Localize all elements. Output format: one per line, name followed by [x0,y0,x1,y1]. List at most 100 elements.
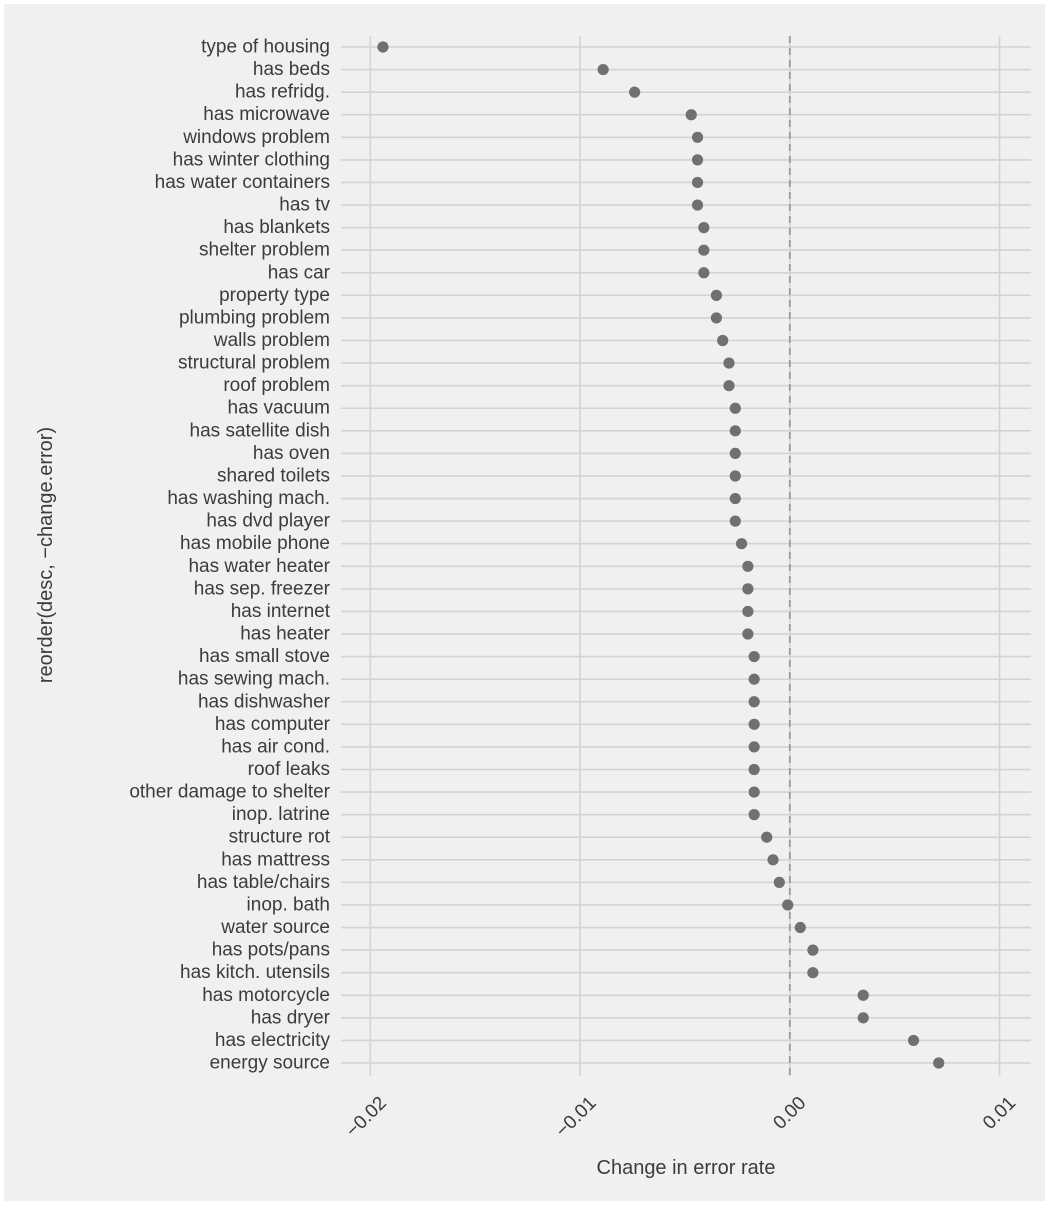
y-tick-label: has tv [279,195,330,216]
y-tick-label: has motorcycle [202,985,330,1006]
data-point [748,741,760,753]
data-point [857,1012,869,1024]
data-point [761,831,773,843]
y-tick-label: type of housing [201,37,330,58]
y-tick-label: has beds [253,59,330,80]
x-axis-title: Change in error rate [597,1157,776,1179]
data-point [735,538,748,550]
data-point [629,86,641,98]
y-tick-label: walls problem [213,330,330,351]
y-tick-label: has water heater [188,556,330,577]
y-tick-label: plumbing problem [179,307,330,328]
y-tick-label: has satellite dish [190,420,330,441]
data-point [729,425,741,437]
data-point [723,380,735,392]
y-tick-label: inop. bath [247,894,330,915]
y-tick-label: has table/chairs [197,872,330,893]
y-tick-label: roof problem [223,375,330,396]
y-tick-label: has winter clothing [173,149,330,170]
y-tick-label: shared toilets [217,465,330,486]
y-tick-label: has refridg. [235,82,330,103]
data-point [717,334,729,347]
y-tick-label: has washing mach. [167,488,330,509]
y-tick-label: has dvd player [206,511,330,532]
grid-layer [341,36,1031,1076]
data-point [723,357,735,369]
data-point [767,854,779,866]
data-point [691,131,704,143]
y-tick-label: has kitch. utensils [180,962,330,983]
y-tick-label: has vacuum [228,398,330,419]
y-tick-label: has blankets [223,217,330,238]
data-point [773,876,785,888]
y-tick-label: has dishwasher [198,691,331,712]
y-tick-label: has sep. freezer [194,578,331,599]
y-tick-label: has mobile phone [180,533,330,554]
y-tick-label: shelter problem [199,240,330,261]
y-tick-label: has water containers [155,172,330,193]
data-point [710,312,723,324]
y-tick-label: water source [220,917,330,938]
data-point [748,763,760,776]
data-point [748,673,760,685]
y-axis-title: reorder(desc, −change.error) [35,427,57,683]
data-point [698,244,710,256]
data-point [933,1057,945,1069]
data-point [742,583,754,595]
y-tick-label: has small stove [199,646,330,667]
y-tick-label: has pots/pans [212,940,330,961]
data-point [597,63,609,76]
y-tick-label: has dryer [251,1007,331,1028]
data-point [742,628,754,640]
data-point [907,1034,920,1047]
y-tick-label: has heater [240,624,330,645]
y-tick-label: energy source [210,1053,330,1074]
data-point [857,989,869,1001]
y-tick-label: has mattress [221,849,330,870]
y-tick-label: has electricity [215,1030,331,1051]
y-tick-label: structure rot [229,827,331,848]
y-tick-label: has air cond. [221,736,330,757]
plot-background [341,36,1031,1076]
data-point [691,154,704,166]
data-point [748,809,760,821]
y-tick-label: has oven [253,443,330,464]
data-point [377,41,389,53]
points-layer [377,41,945,1069]
data-point [710,289,723,301]
data-point [729,402,741,414]
data-point [742,605,754,618]
data-point [742,560,754,572]
data-point [729,492,741,505]
data-point [691,176,704,189]
y-tick-label: has car [268,262,331,283]
y-tick-label: has computer [215,714,331,735]
data-point [807,967,819,979]
data-point [748,718,760,730]
y-tick-label: roof leaks [248,759,330,780]
data-point [729,447,741,459]
y-tick-label: structural problem [178,353,330,374]
y-tick-label: other damage to shelter [129,782,330,803]
y-tick-label: windows problem [182,127,330,148]
y-tick-label: has sewing mach. [178,669,330,690]
y-tick-label: inop. latrine [232,804,330,825]
data-point [729,515,741,527]
data-point [807,944,819,956]
data-point [794,921,806,934]
data-point [698,267,710,279]
data-point [729,470,741,482]
y-tick-label: has microwave [203,104,330,125]
data-point [748,651,760,663]
data-point [748,786,760,798]
data-point [691,199,704,211]
y-tick-label: property type [219,285,330,306]
data-point [748,696,760,708]
data-point [698,222,710,234]
y-tick-label: has internet [231,601,331,622]
data-point [685,109,697,121]
data-point [782,899,794,911]
